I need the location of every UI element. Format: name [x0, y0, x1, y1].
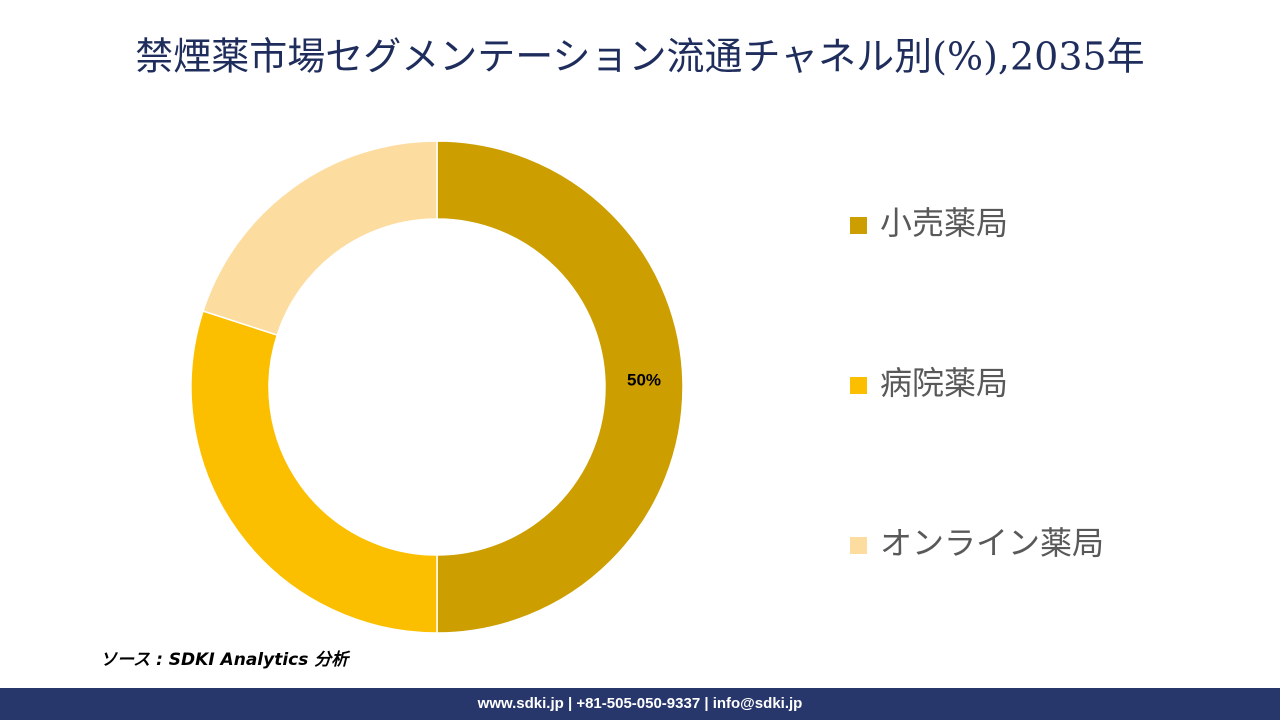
- legend-swatch: [850, 217, 867, 234]
- footer-text: www.sdki.jp | +81-505-050-9337 | info@sd…: [477, 695, 803, 712]
- chart-title: 禁煙薬市場セグメンテーション流通チャネル別(%),2035年: [135, 35, 1144, 79]
- data-label: 50%: [627, 370, 661, 389]
- donut-segment: [190, 310, 438, 634]
- donut-segment: [202, 140, 438, 337]
- legend-swatch: [850, 537, 867, 554]
- legend-label: オンライン薬局: [880, 524, 1104, 562]
- source-note: ソース : SDKI Analytics 分析: [100, 650, 351, 670]
- legend-swatch: [850, 377, 867, 394]
- donut-segment: [436, 140, 684, 634]
- legend-label: 病院薬局: [880, 364, 1008, 402]
- legend-label: 小売薬局: [880, 204, 1008, 242]
- footer-bar: [0, 688, 1280, 720]
